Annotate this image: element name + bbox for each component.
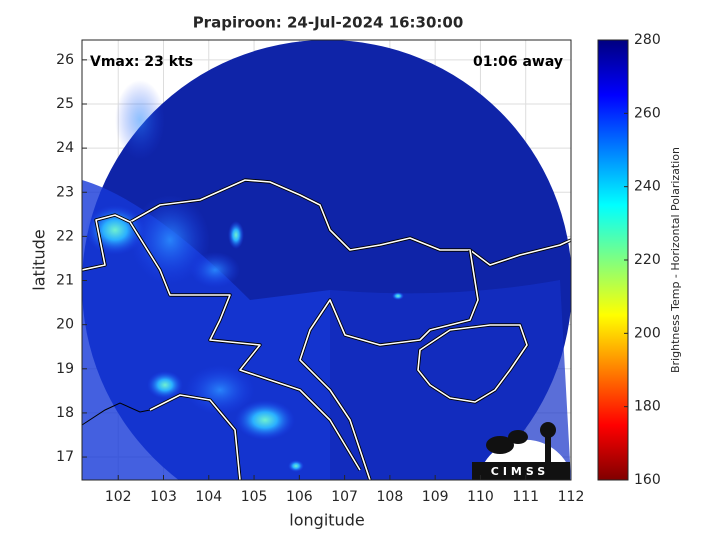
y-tick-label: 25 [56, 96, 74, 112]
y-tick-label: 21 [56, 273, 74, 289]
x-tick-label: 109 [422, 489, 449, 505]
x-tick-label: 104 [195, 489, 222, 505]
colorbar-tick-label: 220 [634, 252, 661, 268]
cloud [190, 252, 240, 288]
y-tick-label: 19 [56, 361, 74, 377]
y-tick-label: 18 [56, 405, 74, 421]
logo: CIMSS [472, 422, 570, 480]
x-tick-label: 107 [331, 489, 358, 505]
colorbar-tick-label: 200 [634, 325, 661, 341]
y-tick-label: 23 [56, 184, 74, 200]
cloud [235, 400, 295, 440]
y-tick-label: 26 [56, 52, 74, 68]
y-tick-label: 24 [56, 140, 74, 156]
cloud [185, 365, 255, 415]
y-tick-label: 22 [56, 228, 74, 244]
cloud [288, 460, 304, 472]
colorbar [597, 39, 629, 481]
y-tick-label: 17 [56, 449, 74, 465]
swath [82, 40, 571, 480]
colorbar-tick-label: 260 [634, 105, 661, 121]
warm-region [330, 280, 571, 480]
x-tick-label: 111 [512, 489, 539, 505]
x-tick-label: 106 [286, 489, 313, 505]
x-tick-label: 108 [377, 489, 404, 505]
x-tick-label: 103 [150, 489, 177, 505]
colorbar-label: Brightness Temp - Horizontal Polarizatio… [669, 147, 682, 373]
x-tick-label: 110 [467, 489, 494, 505]
x-tick-label: 105 [241, 489, 268, 505]
cloud [115, 80, 165, 160]
coastlines [82, 178, 571, 480]
cloud [392, 292, 404, 300]
logo-text: CIMSS [491, 465, 549, 478]
colorbar-tick-label: 280 [634, 32, 661, 48]
annotation: Vmax: 23 kts [90, 54, 193, 70]
cloud [147, 371, 183, 399]
x-axis-label: longitude [289, 511, 364, 530]
colorbar-tick-label: 160 [634, 472, 661, 488]
cloud [228, 221, 244, 249]
y-tick-label: 20 [56, 317, 74, 333]
x-tick-label: 102 [105, 489, 132, 505]
plot-frame [81, 39, 572, 481]
border [81, 402, 151, 426]
colorbar-tick-label: 180 [634, 399, 661, 415]
cloud [130, 195, 210, 285]
chart-title: Prapiroon: 24-Jul-2024 16:30:00 [193, 14, 464, 32]
colorbar-tick-label: 240 [634, 179, 661, 195]
x-tick-label: 112 [558, 489, 585, 505]
annotation: 01:06 away [473, 54, 563, 70]
y-axis-label: latitude [30, 229, 49, 290]
